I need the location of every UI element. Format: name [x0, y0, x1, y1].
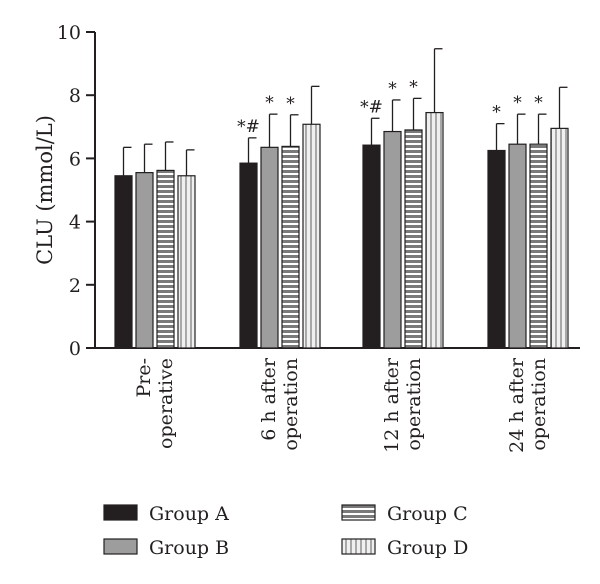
bar [487, 149, 506, 349]
bar [239, 162, 258, 349]
y-tick-label: 0 [69, 338, 81, 360]
bars [114, 111, 569, 349]
x-category-label: 6 h after operation [258, 357, 302, 451]
bar [404, 129, 423, 349]
y-tick-label: 4 [69, 212, 81, 234]
x-category-label-line: Pre- [133, 358, 155, 398]
legend-label: Group D [387, 537, 468, 559]
legend-swatch [103, 504, 138, 521]
bar [425, 111, 444, 349]
x-category-label-line: operation [528, 358, 550, 451]
bar [362, 144, 381, 349]
significance-label: * [492, 103, 501, 123]
x-category-label-line: 24 h after [506, 357, 528, 453]
y-tick-label: 10 [57, 22, 81, 44]
bar [529, 143, 548, 349]
bar [135, 172, 154, 349]
x-category-label: 24 h after operation [506, 357, 550, 453]
significance-markers: *#* * *#* ** * * [237, 77, 543, 137]
bar [302, 123, 321, 349]
significance-label: *# [237, 117, 260, 137]
significance-label: * [513, 93, 522, 113]
significance-label: * [286, 94, 295, 114]
significance-label: * [534, 93, 543, 113]
error-bars [122, 48, 568, 176]
bar [383, 130, 402, 349]
y-tick-label: 6 [69, 148, 81, 170]
bar [114, 175, 133, 349]
x-category-label: 12 h after operation [381, 357, 425, 453]
y-tick-label: 2 [69, 275, 81, 297]
bar [508, 143, 527, 349]
x-axis-labels: Pre-operative 6 h after operation 12 h afte… [133, 357, 550, 453]
x-category-label-line: operation [403, 358, 425, 451]
x-category-label-line: operation [280, 358, 302, 451]
legend-swatch [341, 538, 376, 555]
legend-swatch [103, 538, 138, 555]
bar [550, 127, 569, 349]
x-category-label-line: 12 h after [381, 357, 403, 453]
legend: Group A Group B Group C Group D [103, 503, 468, 559]
bar [260, 146, 279, 349]
x-category-label-line: operative [155, 358, 177, 449]
x-category-label: Pre-operative [133, 358, 177, 449]
x-category-label-line: 6 h after [258, 357, 280, 441]
significance-label: * [409, 77, 418, 97]
significance-label: * [388, 79, 397, 99]
legend-label: Group C [387, 503, 468, 525]
legend-label: Group A [149, 503, 229, 525]
bar [156, 169, 175, 349]
y-tick-label: 8 [69, 85, 81, 107]
bar [281, 145, 300, 349]
significance-label: *# [360, 97, 383, 117]
significance-label: * [265, 93, 274, 113]
legend-swatch [341, 504, 376, 521]
bar [177, 175, 196, 349]
legend-label: Group B [149, 537, 229, 559]
y-axis-title: CLU (mmol/L) [33, 115, 57, 265]
